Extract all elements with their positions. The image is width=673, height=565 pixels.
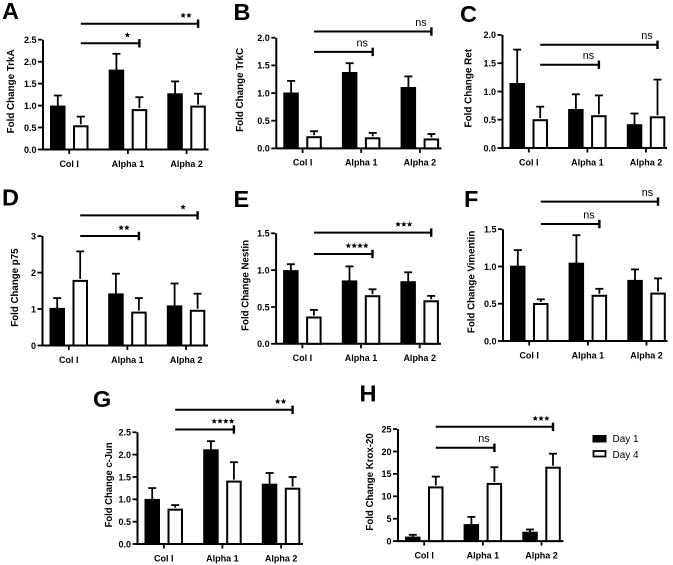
- svg-text:2.5: 2.5: [24, 35, 37, 45]
- svg-text:2.0: 2.0: [24, 57, 37, 67]
- svg-text:Col I: Col I: [519, 157, 539, 167]
- svg-text:Alpha 2: Alpha 2: [170, 355, 203, 365]
- svg-text:10: 10: [381, 492, 391, 502]
- svg-text:Fold Change TrkA: Fold Change TrkA: [5, 49, 17, 133]
- svg-text:0.5: 0.5: [257, 116, 270, 126]
- svg-text:Alpha 2: Alpha 2: [525, 550, 558, 560]
- svg-text:F: F: [464, 186, 478, 212]
- svg-text:0.5: 0.5: [257, 302, 270, 312]
- svg-text:ns: ns: [356, 37, 368, 49]
- svg-text:1.5: 1.5: [118, 472, 131, 482]
- svg-text:ns: ns: [641, 30, 653, 42]
- svg-text:1.5: 1.5: [24, 79, 37, 89]
- svg-text:1.0: 1.0: [118, 495, 131, 505]
- svg-text:Col I: Col I: [519, 350, 539, 360]
- svg-text:Alpha 1: Alpha 1: [112, 159, 145, 169]
- svg-text:Alpha 2: Alpha 2: [630, 350, 663, 360]
- svg-text:D: D: [2, 185, 19, 211]
- svg-text:Alpha 2: Alpha 2: [403, 353, 436, 363]
- svg-text:H: H: [360, 381, 377, 407]
- svg-text:0.5: 0.5: [118, 517, 131, 527]
- svg-text:Fold Change TrkC: Fold Change TrkC: [234, 48, 246, 132]
- svg-text:0: 0: [31, 341, 36, 351]
- svg-text:2: 2: [31, 268, 36, 278]
- svg-text:Col I: Col I: [293, 353, 313, 363]
- svg-text:Col I: Col I: [59, 159, 79, 169]
- svg-text:2.0: 2.0: [257, 33, 270, 43]
- svg-text:20: 20: [381, 447, 391, 457]
- svg-text:Alpha 2: Alpha 2: [630, 157, 663, 167]
- svg-text:0.0: 0.0: [118, 539, 131, 549]
- svg-text:Alpha 1: Alpha 1: [206, 553, 239, 563]
- svg-text:ns: ns: [478, 433, 490, 445]
- svg-text:C: C: [460, 1, 477, 27]
- svg-text:Col I: Col I: [293, 158, 313, 168]
- svg-text:25: 25: [381, 424, 391, 434]
- svg-text:0.5: 0.5: [484, 299, 497, 309]
- svg-text:1.0: 1.0: [483, 87, 496, 97]
- svg-text:1.5: 1.5: [257, 61, 270, 71]
- svg-text:Day 1: Day 1: [613, 434, 640, 445]
- svg-text:Day 4: Day 4: [613, 450, 640, 461]
- svg-text:Alpha 1: Alpha 1: [111, 355, 144, 365]
- svg-text:Col I: Col I: [59, 355, 79, 365]
- svg-text:Col I: Col I: [154, 553, 174, 563]
- svg-text:ns: ns: [415, 17, 427, 29]
- svg-text:A: A: [2, 0, 19, 24]
- svg-text:1.5: 1.5: [484, 225, 497, 235]
- svg-text:Col I: Col I: [414, 550, 434, 560]
- svg-text:1.5: 1.5: [257, 229, 270, 239]
- svg-text:2.0: 2.0: [483, 30, 496, 40]
- svg-text:15: 15: [381, 469, 391, 479]
- svg-text:1.0: 1.0: [24, 101, 37, 111]
- svg-text:Fold Change p75: Fold Change p75: [9, 248, 21, 326]
- svg-text:E: E: [234, 186, 250, 212]
- svg-text:Fold Change c-Jun: Fold Change c-Jun: [103, 442, 115, 527]
- svg-text:3: 3: [31, 231, 36, 241]
- svg-text:Fold Change Krox-20: Fold Change Krox-20: [364, 433, 376, 531]
- svg-text:5: 5: [386, 514, 391, 524]
- svg-text:0.5: 0.5: [24, 123, 37, 133]
- svg-text:1.0: 1.0: [257, 265, 270, 275]
- svg-text:1: 1: [31, 304, 36, 314]
- svg-text:0: 0: [386, 536, 391, 546]
- svg-text:Alpha 2: Alpha 2: [404, 158, 437, 168]
- svg-text:Alpha 2: Alpha 2: [265, 553, 298, 563]
- svg-text:Alpha 1: Alpha 1: [345, 158, 378, 168]
- svg-text:2.0: 2.0: [118, 450, 131, 460]
- svg-text:ns: ns: [583, 209, 595, 221]
- svg-text:Alpha 1: Alpha 1: [467, 550, 500, 560]
- svg-text:Fold Change Vimentin: Fold Change Vimentin: [466, 231, 478, 333]
- svg-text:ns: ns: [642, 187, 654, 199]
- svg-text:Alpha 1: Alpha 1: [571, 157, 604, 167]
- svg-text:Fold Change Nestin: Fold Change Nestin: [240, 240, 252, 331]
- svg-text:Alpha 1: Alpha 1: [345, 353, 378, 363]
- svg-text:0.0: 0.0: [483, 143, 496, 153]
- svg-text:B: B: [234, 0, 251, 25]
- svg-text:0.5: 0.5: [483, 115, 496, 125]
- svg-text:0.0: 0.0: [484, 336, 497, 346]
- svg-text:Alpha 2: Alpha 2: [170, 159, 203, 169]
- svg-text:1.5: 1.5: [483, 59, 496, 69]
- svg-text:G: G: [93, 386, 111, 412]
- svg-text:1.0: 1.0: [257, 88, 270, 98]
- svg-text:2.5: 2.5: [118, 428, 131, 438]
- svg-text:ns: ns: [583, 50, 595, 62]
- svg-text:1.0: 1.0: [484, 262, 497, 272]
- svg-text:0.0: 0.0: [24, 145, 37, 155]
- svg-text:0.0: 0.0: [257, 144, 270, 154]
- svg-text:0.0: 0.0: [257, 339, 270, 349]
- svg-text:Alpha 1: Alpha 1: [572, 350, 605, 360]
- svg-text:Fold Change Ret: Fold Change Ret: [463, 48, 475, 127]
